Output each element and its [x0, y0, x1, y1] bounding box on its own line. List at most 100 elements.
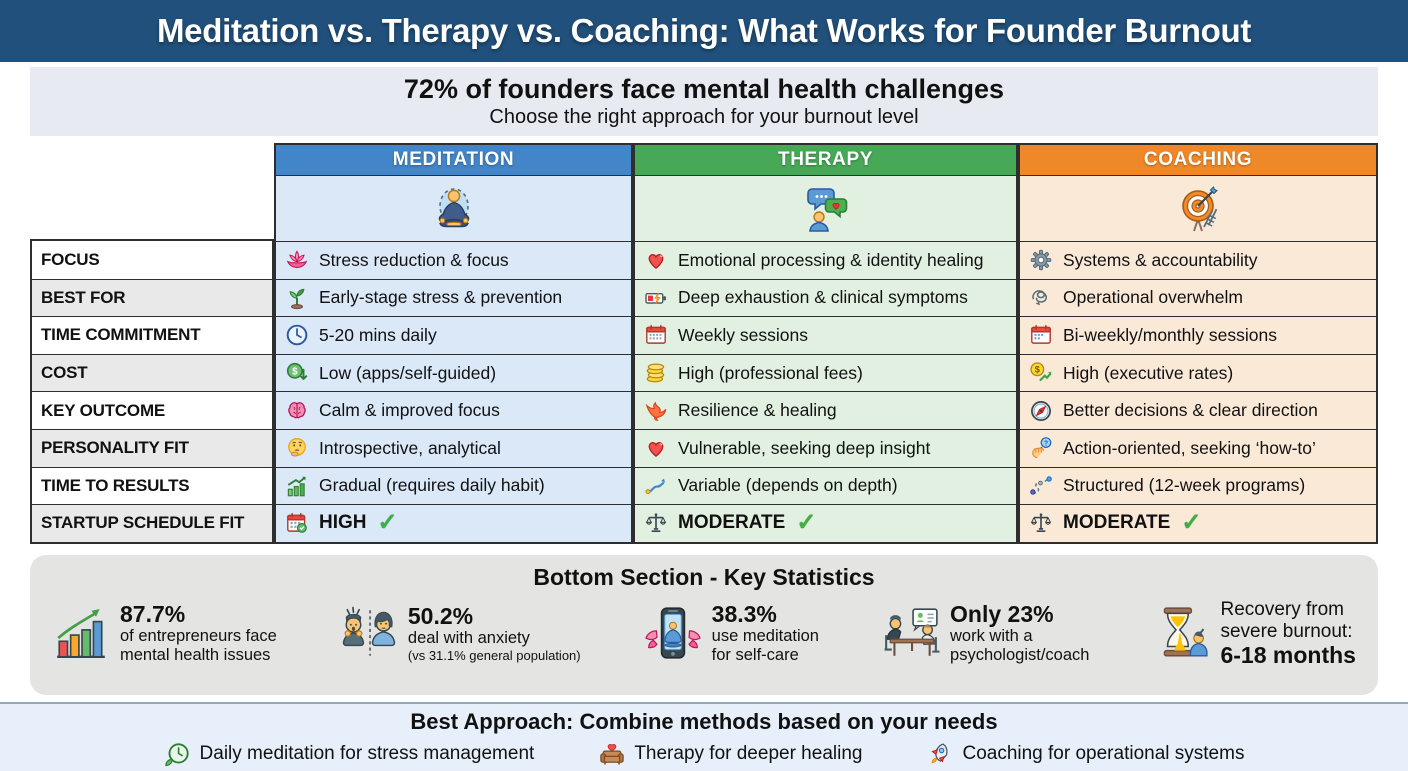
fit-value: HIGH [319, 512, 367, 534]
cell-text: Operational overwhelm [1063, 287, 1243, 308]
cell-meditation-time: 5-20 mins daily [276, 316, 631, 354]
check-icon: ✓ [796, 509, 817, 537]
gear-icon [1028, 247, 1054, 273]
anxious-people-icon [340, 604, 398, 662]
footer-item-meditation: Daily meditation for stress management [164, 740, 535, 768]
cell-meditation-cost: $ Low (apps/self-guided) [276, 353, 631, 392]
cell-text: Structured (12-week programs) [1063, 475, 1306, 496]
coins-icon [643, 360, 669, 386]
cell-therapy-results: Variable (depends on depth) [635, 466, 1016, 505]
check-icon: ✓ [377, 509, 398, 537]
svg-text:$: $ [292, 366, 298, 377]
target-arrow-icon [1020, 175, 1376, 241]
stat-meditation-app: 38.3% use meditation for self-care [644, 600, 819, 666]
cell-coaching-time: Bi-weekly/monthly sessions [1020, 316, 1376, 354]
footer-heading: Best Approach: Combine methods based on … [410, 708, 998, 734]
stat-line: (vs 31.1% general population) [407, 648, 581, 664]
brain-icon [284, 398, 310, 424]
stat-value: 6-18 months [1220, 641, 1356, 668]
stat-psychologist: Only 23% work with a psychologist/coach [882, 601, 1089, 666]
cell-text: Emotional processing & identity healing [678, 249, 984, 270]
stat-value: 38.3% [711, 600, 777, 627]
dollar-down-icon: $ [284, 360, 310, 386]
column-coaching: COACHING Systems & accountability Operat… [1018, 143, 1378, 544]
cell-text: Gradual (requires daily habit) [319, 475, 545, 496]
calendar-icon [643, 322, 669, 348]
winding-arrow-icon [643, 473, 669, 499]
cell-text: Variable (depends on depth) [678, 475, 898, 496]
row-label-personality-fit: PERSONALITY FIT [32, 428, 272, 467]
stat-line: deal with anxiety [407, 628, 530, 647]
cell-coaching-outcome: Better decisions & clear direction [1020, 391, 1376, 429]
stat-anxiety: 50.2% deal with anxiety (vs 31.1% genera… [340, 603, 581, 664]
stat-line: work with a [950, 626, 1033, 645]
intro-panel: 72% of founders face mental health chall… [30, 67, 1378, 136]
fist-thought-icon: ? [1028, 435, 1054, 461]
column-meditation: MEDITATION Stress reduction & focus Earl… [274, 143, 633, 544]
cell-meditation-results: Gradual (requires daily habit) [276, 466, 631, 505]
footer-item-label: Coaching for operational systems [962, 742, 1245, 764]
cell-text: Better decisions & clear direction [1063, 400, 1318, 421]
column-therapy: THERAPY Emotional processing & identity … [633, 143, 1018, 544]
cell-text: Vulnerable, seeking deep insight [678, 437, 931, 458]
comparison-table: FOCUS BEST FOR TIME COMMITMENT COST KEY … [30, 143, 1408, 544]
cell-text: Weekly sessions [678, 324, 809, 345]
page-title: Meditation vs. Therapy vs. Coaching: Wha… [156, 12, 1252, 49]
intro-headline: 72% of founders face mental health chall… [403, 74, 1005, 104]
cell-text: 5-20 mins daily [319, 324, 437, 345]
cell-text: Systems & accountability [1063, 249, 1258, 270]
stat-line: severe burnout: [1220, 620, 1353, 642]
battery-low-icon [643, 285, 669, 311]
stats-row: 87.7% of entrepreneurs face mental healt… [52, 599, 1356, 668]
row-label-best-for: BEST FOR [32, 278, 272, 317]
rocket-icon [926, 740, 954, 768]
cell-coaching-best-for: Operational overwhelm [1020, 278, 1376, 317]
cell-text: High (executive rates) [1063, 362, 1234, 383]
cell-therapy-focus: Emotional processing & identity healing [635, 241, 1016, 279]
footer-item-label: Daily meditation for stress management [199, 742, 535, 764]
scales-icon [1028, 510, 1054, 536]
growth-chart-icon [284, 473, 310, 499]
footer-item-therapy: Therapy for deeper healing [598, 740, 862, 768]
fit-value: MODERATE [678, 512, 786, 534]
stat-line: mental health issues [120, 646, 271, 665]
therapy-header: THERAPY [635, 145, 1016, 175]
stat-entrepreneurs: 87.7% of entrepreneurs face mental healt… [52, 601, 277, 666]
row-label-key-outcome: KEY OUTCOME [32, 391, 272, 429]
cell-coaching-personality: ? Action-oriented, seeking ‘how-to’ [1020, 428, 1376, 467]
cell-text: High (professional fees) [678, 362, 863, 383]
meditator-icon [276, 175, 631, 241]
tangle-icon [1028, 285, 1054, 311]
row-label-time-to-results: TIME TO RESULTS [32, 466, 272, 505]
compass-icon [1028, 398, 1054, 424]
cell-therapy-personality: Vulnerable, seeking deep insight [635, 428, 1016, 467]
cell-coaching-results: Structured (12-week programs) [1020, 466, 1376, 505]
heart-icon [643, 435, 669, 461]
thinking-face-icon [284, 435, 310, 461]
hourglass-icon [1152, 604, 1210, 662]
stat-line: Recovery from [1220, 598, 1344, 620]
cell-text: Early-stage stress & prevention [319, 287, 563, 308]
meditation-header: MEDITATION [276, 145, 631, 175]
calendar-icon [1028, 322, 1054, 348]
check-icon: ✓ [1181, 509, 1202, 537]
seedling-icon [284, 285, 310, 311]
cell-coaching-focus: Systems & accountability [1020, 241, 1376, 279]
row-label-cost: COST [32, 353, 272, 392]
route-icon [1028, 473, 1054, 499]
coaching-header: COACHING [1020, 145, 1376, 175]
footer-item-coaching: Coaching for operational systems [926, 740, 1244, 768]
cell-therapy-schedule-fit: MODERATE ✓ [635, 504, 1016, 542]
lotus-icon [284, 247, 310, 273]
cell-meditation-schedule-fit: HIGH ✓ [276, 504, 631, 542]
key-statistics-panel: Bottom Section - Key Statistics 87.7% of… [30, 554, 1378, 695]
phoenix-icon [643, 398, 669, 424]
clock-icon [284, 322, 310, 348]
cell-coaching-cost: $ High (executive rates) [1020, 353, 1376, 392]
cell-meditation-personality: Introspective, analytical [276, 428, 631, 467]
stat-recovery: Recovery from severe burnout: 6-18 month… [1152, 598, 1356, 668]
fit-value: MODERATE [1063, 512, 1171, 534]
footer-items: Daily meditation for stress management T… [0, 740, 1408, 768]
stat-line: of entrepreneurs face [120, 626, 277, 645]
stat-line: for self-care [711, 646, 799, 665]
